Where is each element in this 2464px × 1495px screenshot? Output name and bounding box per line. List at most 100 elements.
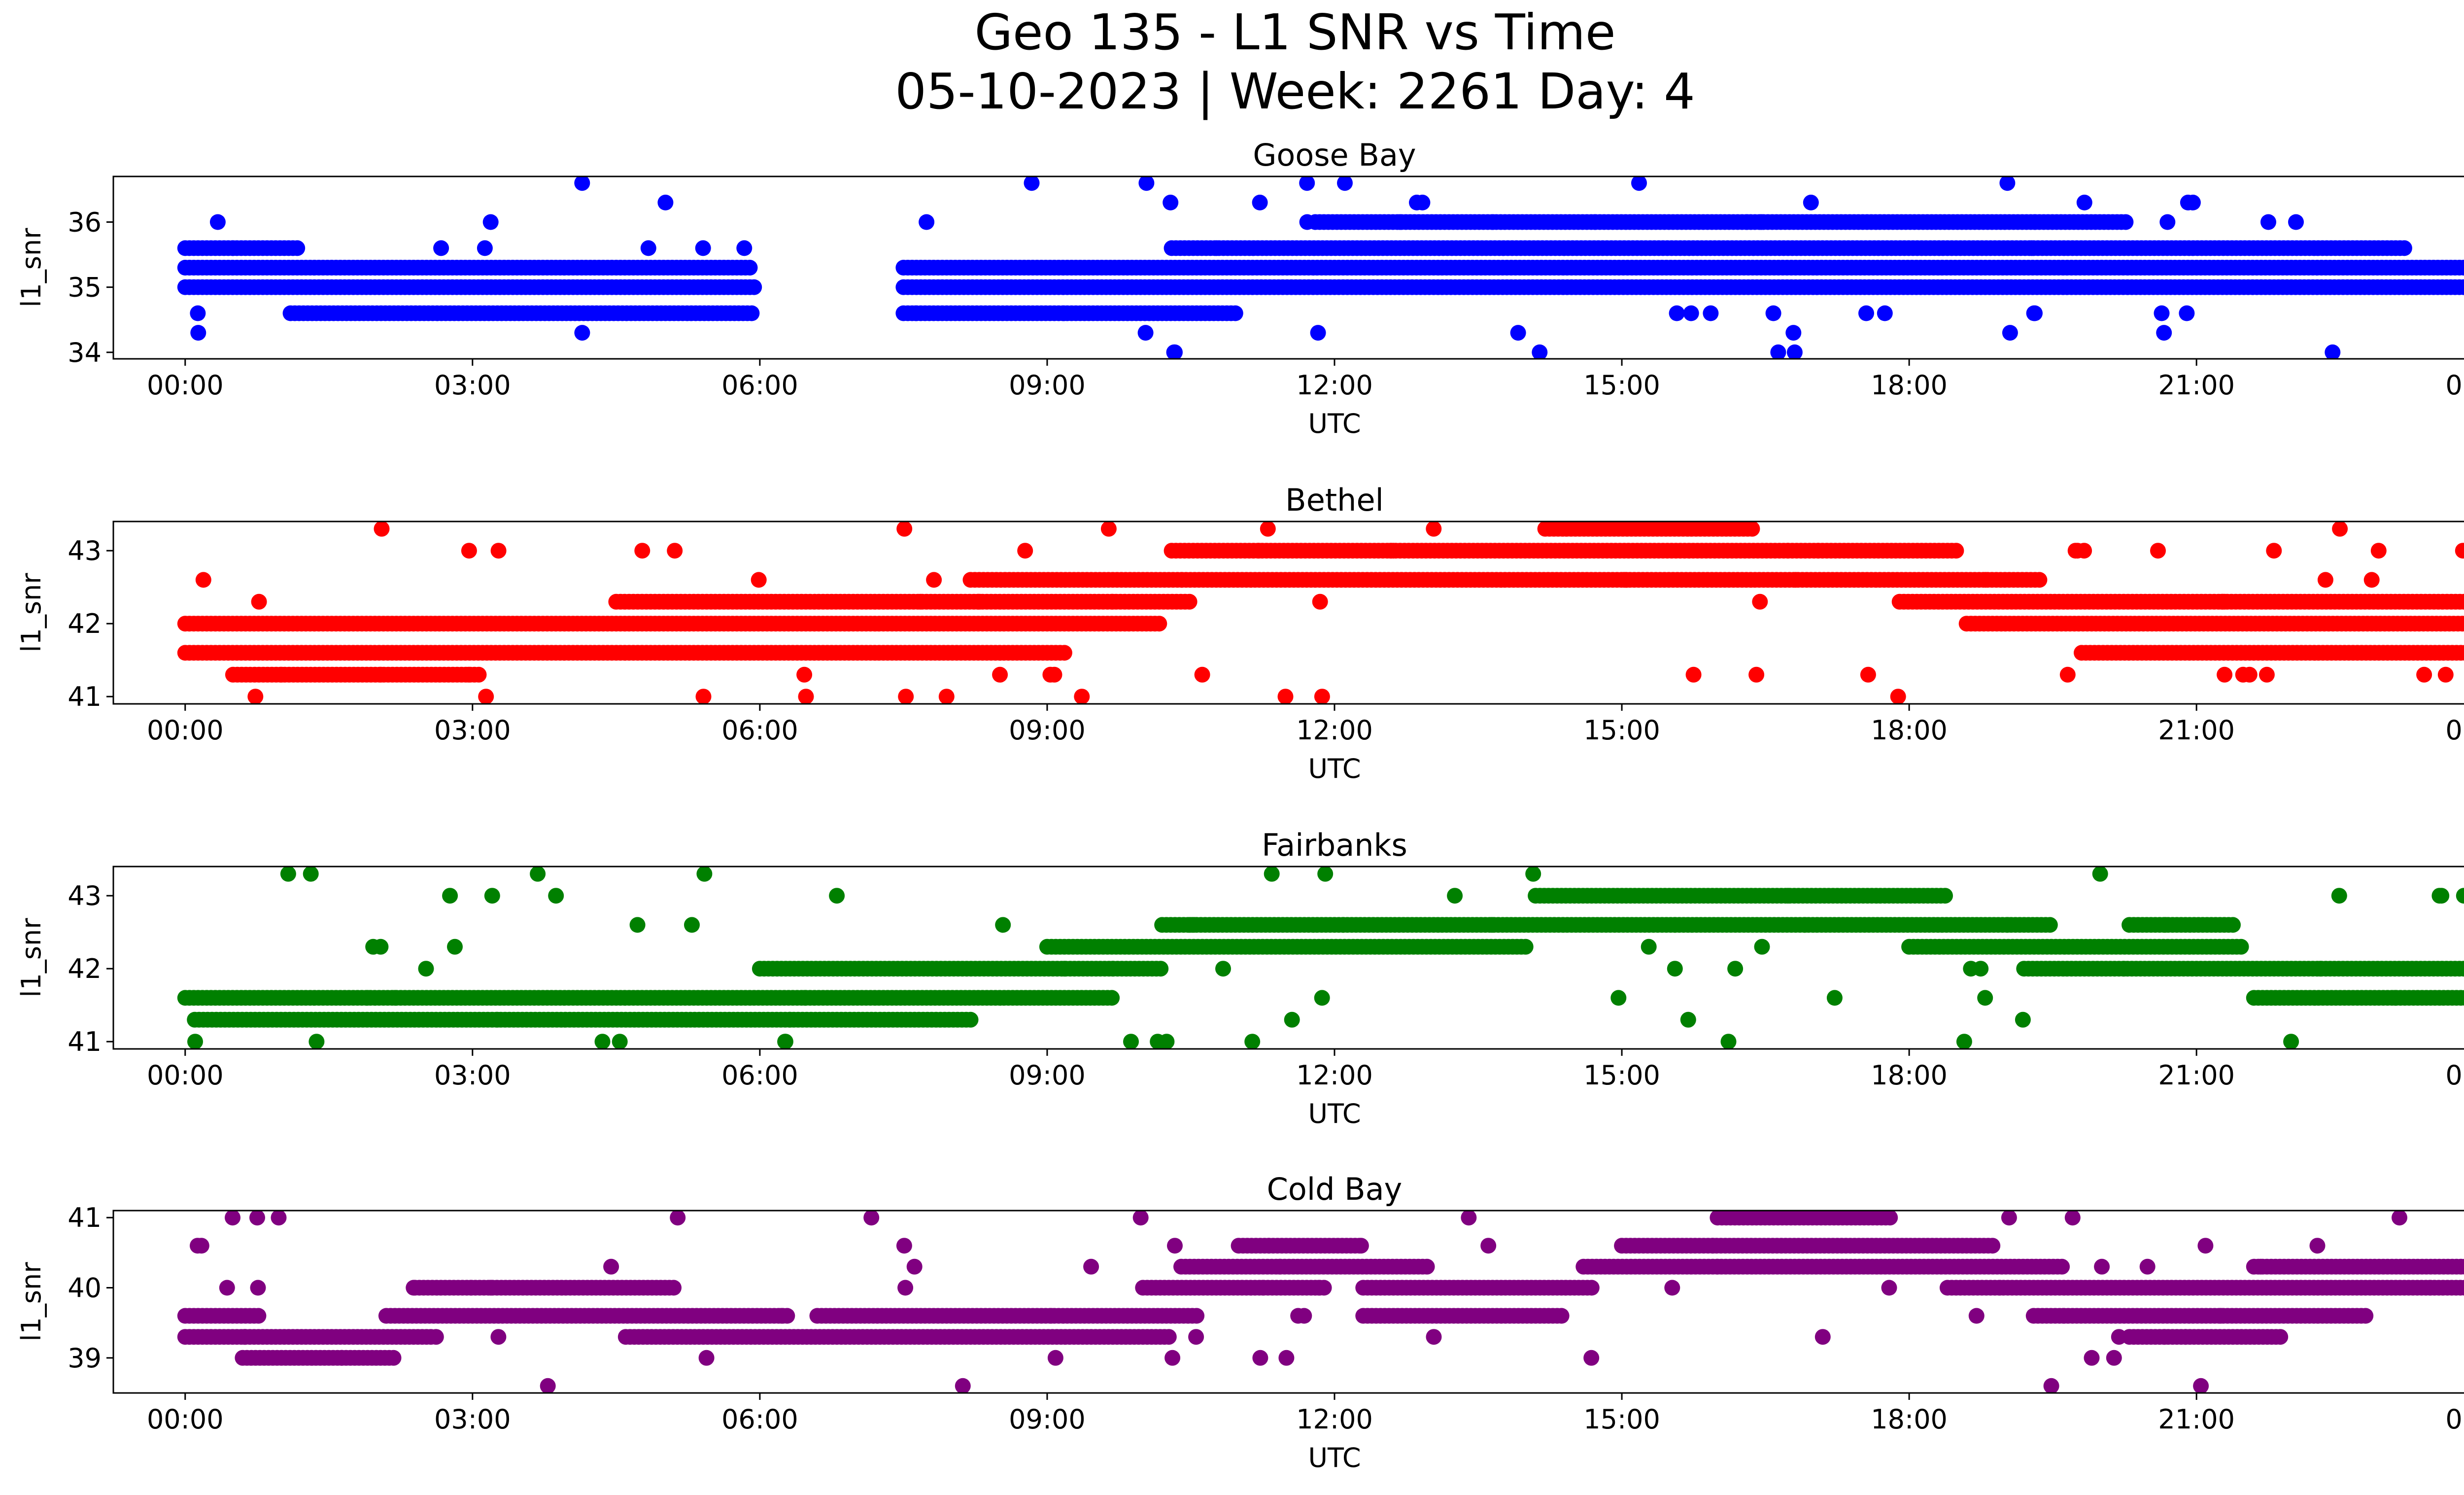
x-tick-label: 15:00 — [1583, 1060, 1660, 1091]
subplot-title: Goose Bay — [1253, 137, 1416, 173]
data-point — [2059, 666, 2076, 683]
data-point — [2031, 572, 2048, 588]
data-point — [798, 689, 814, 704]
y-tick-label: 35 — [68, 272, 102, 303]
data-point — [912, 593, 928, 610]
data-point — [530, 867, 546, 882]
data-point — [1024, 176, 1040, 191]
data-point — [1100, 522, 1117, 537]
data-point — [365, 939, 381, 955]
x-tick-label: 03:00 — [434, 715, 511, 746]
data-point — [612, 1034, 628, 1049]
data-point — [250, 1308, 267, 1324]
data-point — [695, 689, 712, 704]
data-point — [461, 543, 477, 559]
x-tick-label: 00:00 — [2445, 715, 2464, 746]
x-tick-label: 00:00 — [2445, 1060, 2464, 1091]
data-point — [1484, 917, 1500, 933]
data-point — [1123, 1034, 1139, 1049]
data-point — [1587, 214, 1603, 230]
data-point — [1787, 572, 1804, 588]
data-point — [2317, 572, 2333, 588]
x-tick-label: 18:00 — [1871, 370, 1948, 401]
data-point — [359, 990, 376, 1006]
data-point — [1752, 593, 1768, 610]
data-point — [2457, 645, 2464, 661]
data-point — [433, 240, 449, 256]
x-axis-label: UTC — [1308, 408, 1361, 439]
data-point — [926, 572, 942, 588]
x-tick-label: 18:00 — [1871, 715, 1948, 746]
data-point — [1683, 305, 1699, 321]
data-point — [1786, 344, 1803, 359]
data-point — [1685, 666, 1702, 683]
data-point — [251, 593, 267, 610]
data-point — [1753, 214, 1769, 230]
data-point — [2462, 992, 2464, 1004]
data-point — [777, 1034, 793, 1049]
data-point — [2150, 543, 2166, 559]
data-point — [1641, 939, 1657, 955]
data-point — [2235, 666, 2251, 683]
y-tick-label: 41 — [68, 681, 102, 712]
x-tick-label: 15:00 — [1583, 370, 1660, 401]
y-tick-label: 34 — [68, 337, 102, 368]
data-point — [1104, 593, 1121, 610]
data-point — [280, 867, 296, 882]
y-tick-label: 42 — [68, 608, 102, 639]
data-point — [1056, 305, 1072, 321]
data-point — [2325, 344, 2341, 359]
data-point — [2156, 325, 2172, 341]
data-point — [2260, 214, 2276, 230]
data-point — [1414, 194, 1431, 210]
data-point — [574, 176, 590, 191]
x-tick-label: 03:00 — [434, 1060, 511, 1091]
data-point — [190, 305, 206, 321]
data-point — [2154, 305, 2170, 321]
data-point — [1277, 689, 1294, 704]
data-point — [2456, 888, 2464, 904]
x-tick-label: 00:00 — [147, 370, 224, 401]
data-point — [2159, 214, 2176, 230]
data-point — [482, 214, 499, 230]
data-point — [2457, 990, 2464, 1006]
data-point — [742, 260, 758, 276]
data-point — [1669, 305, 1685, 321]
data-point — [1803, 194, 1819, 210]
data-point — [2116, 961, 2132, 977]
data-point — [1890, 689, 1906, 704]
data-point — [1667, 917, 1683, 933]
y-tick-label: 42 — [68, 953, 102, 984]
data-point — [2437, 666, 2454, 683]
data-point — [1137, 325, 1154, 341]
data-point — [1858, 305, 1874, 321]
data-point — [1251, 543, 1267, 559]
data-point — [2042, 917, 2058, 933]
data-point — [548, 888, 564, 904]
x-tick-label: 00:00 — [147, 715, 224, 746]
data-point — [187, 1034, 203, 1049]
data-point — [1765, 305, 1781, 321]
data-point — [1104, 990, 1120, 1006]
data-point — [2118, 214, 2134, 230]
data-point — [2460, 261, 2464, 275]
y-tick-label: 43 — [68, 880, 102, 911]
data-point — [1312, 593, 1328, 610]
data-point — [1667, 961, 1683, 977]
x-tick-label: 12:00 — [1296, 1060, 1373, 1091]
x-tick-label: 09:00 — [1009, 370, 1086, 401]
data-point — [1314, 990, 1330, 1006]
data-point — [1720, 1034, 1737, 1049]
data-point — [1074, 689, 1090, 704]
data-point — [1151, 616, 1167, 632]
data-point — [225, 240, 241, 256]
data-point — [1703, 305, 1719, 321]
data-point — [484, 888, 500, 904]
data-point — [1748, 666, 1765, 683]
data-point — [2217, 666, 2233, 683]
x-axis-label: UTC — [1308, 753, 1361, 784]
data-point — [1299, 176, 1315, 191]
data-point — [829, 888, 845, 904]
data-point — [1525, 867, 1541, 882]
figure-title-line2: 05-10-2023 | Week: 2261 Day: 4 — [895, 63, 1695, 120]
